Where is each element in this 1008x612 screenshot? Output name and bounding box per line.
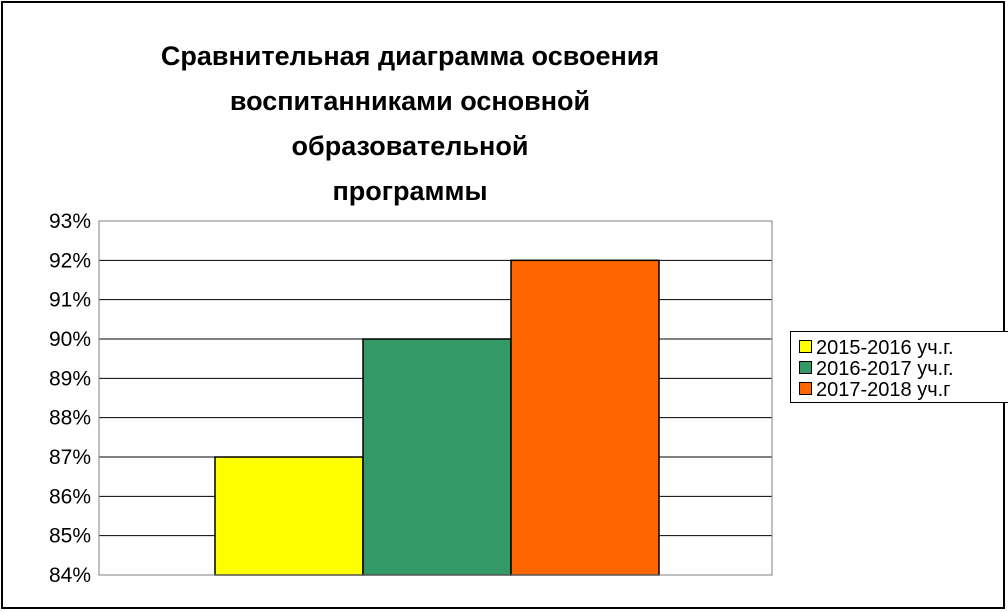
bars xyxy=(214,259,660,576)
bar-2016-2017 xyxy=(362,338,512,576)
y-tick-label: 91% xyxy=(49,289,91,312)
y-tick-label: 89% xyxy=(49,367,91,390)
y-axis-ticks: 84% 85% 86% 87% 88% 89% 90% 91% 92% 93% xyxy=(49,210,91,587)
legend-item-2015-2016: 2015-2016 уч.г. xyxy=(799,336,954,360)
legend-swatch xyxy=(799,382,812,396)
y-tick-label: 85% xyxy=(49,525,91,548)
legend-item-2016-2017: 2016-2017 уч.г. xyxy=(799,357,954,381)
legend-swatch xyxy=(799,340,812,354)
bar-2017-2018 xyxy=(510,259,660,576)
plot-area-border xyxy=(98,220,773,576)
y-tick-label: 92% xyxy=(49,249,91,272)
y-tick-label: 93% xyxy=(49,210,91,233)
legend-label: 2017-2018 уч.г xyxy=(816,379,951,401)
legend: 2015-2016 уч.г. 2016-2017 уч.г. 2017-201… xyxy=(790,331,1008,403)
legend-swatch xyxy=(799,361,812,375)
y-tick-label: 87% xyxy=(49,446,91,469)
y-tick-label: 86% xyxy=(49,485,91,508)
legend-label: 2015-2016 уч.г. xyxy=(816,337,954,359)
y-tick-label: 90% xyxy=(49,328,91,351)
bar-2015-2016 xyxy=(214,456,364,576)
y-tick-label: 88% xyxy=(49,407,91,430)
legend-label: 2016-2017 уч.г. xyxy=(816,358,954,380)
legend-item-2017-2018: 2017-2018 уч.г xyxy=(799,378,950,402)
chart-title: Сравнительная диаграмма освоения воспита… xyxy=(160,41,660,206)
y-tick-label: 84% xyxy=(49,564,91,587)
